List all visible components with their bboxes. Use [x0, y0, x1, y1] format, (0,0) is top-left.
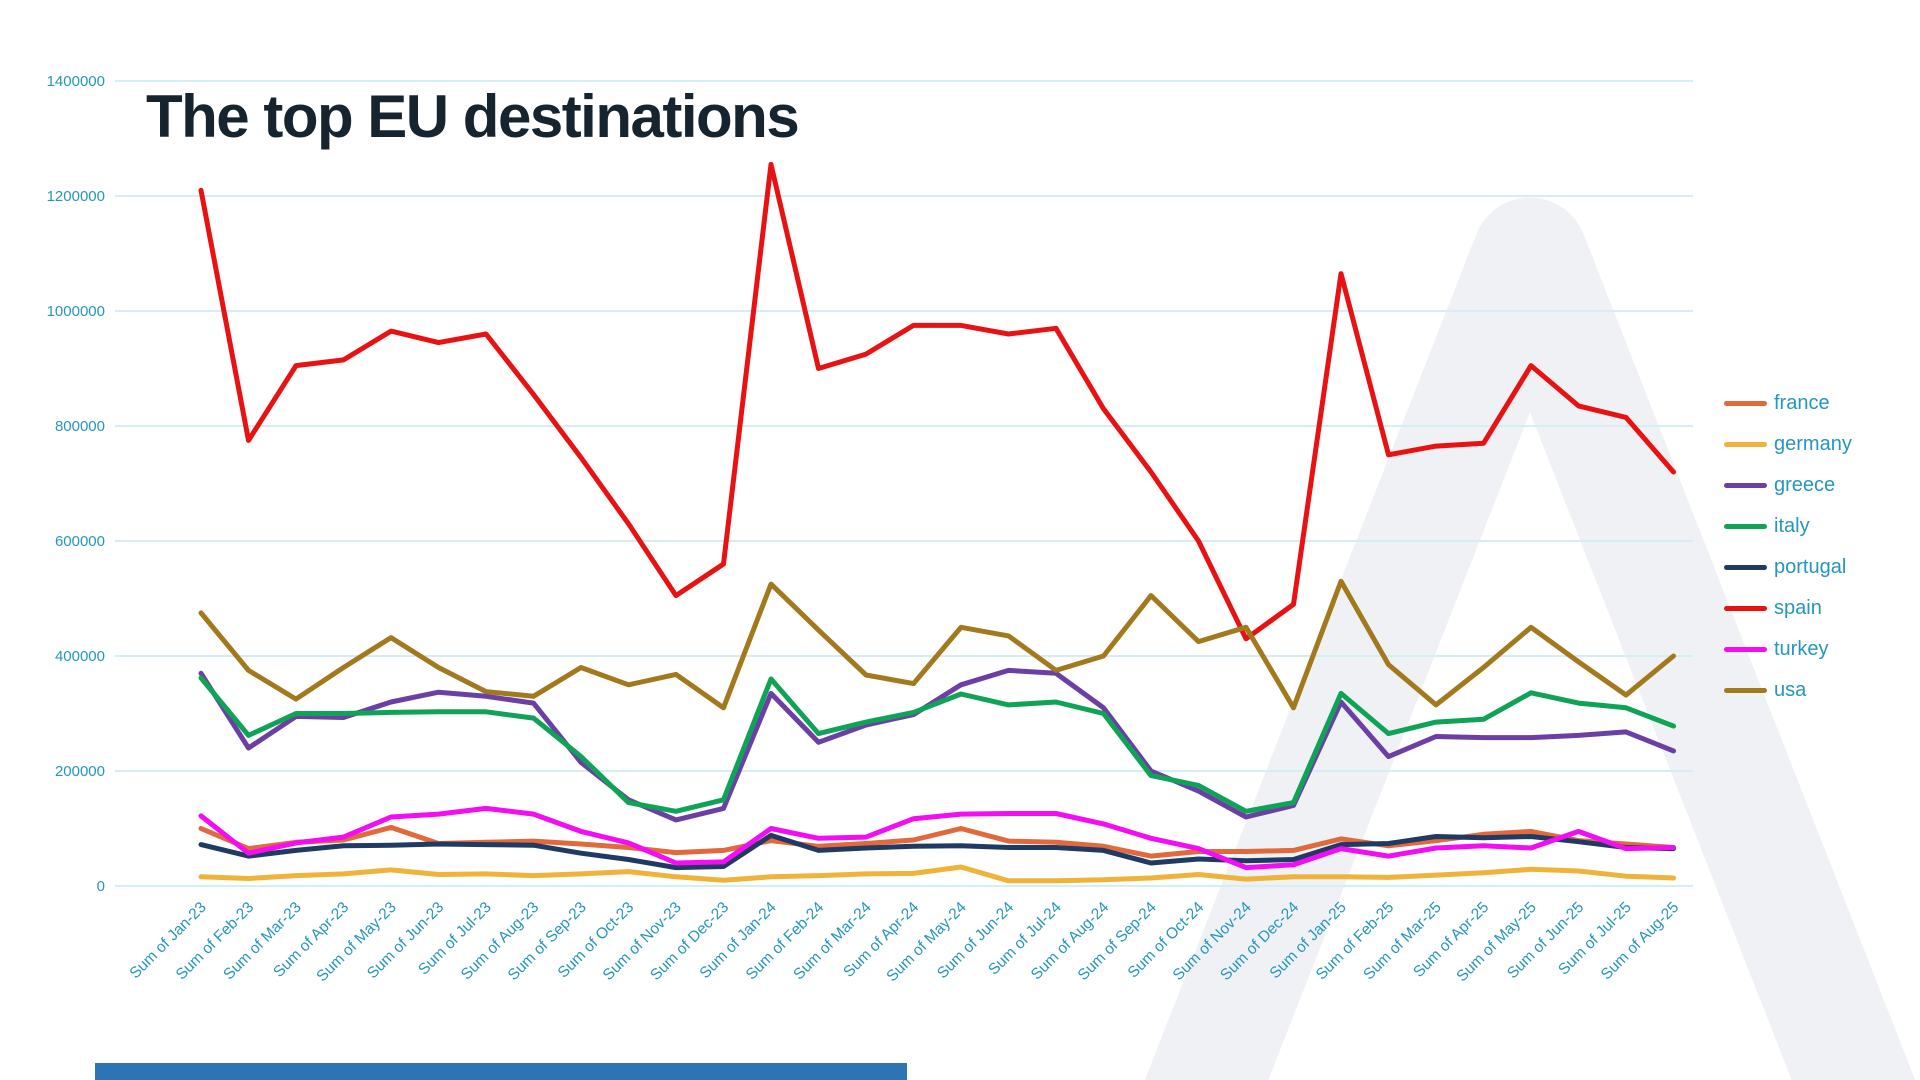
- legend-item-germany: germany: [1724, 424, 1852, 465]
- series-line-portugal: [198, 832, 1676, 871]
- y-tick-label: 1400000: [47, 73, 105, 90]
- legend-swatch-portugal: [1724, 565, 1767, 570]
- y-tick-label: 0: [97, 878, 105, 895]
- legend-swatch-germany: [1724, 442, 1767, 447]
- y-tick-label: 1000000: [47, 303, 105, 320]
- y-tick-label: 800000: [55, 418, 105, 435]
- legend-label-germany: germany: [1774, 433, 1852, 455]
- legend-label-usa: usa: [1774, 679, 1807, 701]
- legend-item-usa: usa: [1724, 670, 1852, 711]
- series-line-spain: [198, 161, 1676, 642]
- legend-swatch-greece: [1724, 483, 1767, 488]
- legend-item-italy: italy: [1724, 506, 1852, 547]
- legend-label-greece: greece: [1774, 474, 1836, 496]
- legend-swatch-spain: [1724, 606, 1767, 611]
- y-axis-labels: 0 200000 400000 600000 800000 1000000 1200000 1…: [47, 73, 105, 895]
- legend-label-portugal: portugal: [1774, 556, 1847, 578]
- legend: france germany greece italy portugal spain tur…: [1724, 383, 1852, 711]
- series-line-usa: [198, 578, 1676, 711]
- legend-item-greece: greece: [1724, 465, 1852, 506]
- series-line-france: [198, 824, 1676, 859]
- legend-label-italy: italy: [1774, 515, 1810, 537]
- legend-swatch-italy: [1724, 524, 1767, 529]
- legend-item-turkey: turkey: [1724, 629, 1852, 670]
- legend-swatch-usa: [1724, 688, 1767, 693]
- y-tick-label: 200000: [55, 763, 105, 780]
- watermark-logo: [1144, 197, 1916, 1080]
- legend-swatch-turkey: [1724, 647, 1767, 652]
- series-line-turkey: [198, 805, 1676, 871]
- y-tick-label: 600000: [55, 533, 105, 550]
- y-tick-label: 400000: [55, 648, 105, 665]
- series-line-germany: [198, 864, 1676, 884]
- data-series: [198, 161, 1676, 884]
- legend-item-france: france: [1724, 383, 1852, 424]
- chart-title: The top EU destinations: [146, 83, 800, 150]
- gridlines: [115, 80, 1693, 887]
- legend-swatch-france: [1724, 401, 1767, 406]
- legend-label-france: france: [1774, 392, 1830, 414]
- legend-label-turkey: turkey: [1774, 638, 1829, 660]
- legend-item-portugal: portugal: [1724, 547, 1852, 588]
- bottom-accent-bar: [95, 1063, 907, 1080]
- y-tick-label: 1200000: [47, 188, 105, 205]
- series-line-italy: [198, 675, 1676, 814]
- legend-item-spain: spain: [1724, 588, 1852, 629]
- legend-label-spain: spain: [1774, 597, 1822, 619]
- series-line-greece: [198, 667, 1676, 823]
